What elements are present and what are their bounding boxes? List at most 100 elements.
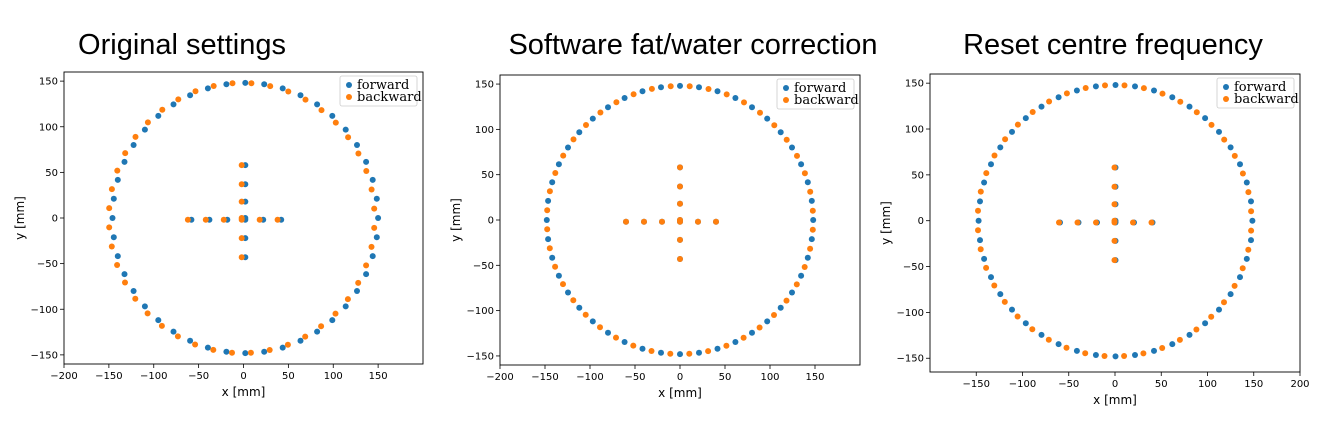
data-point (192, 341, 199, 348)
data-point (114, 253, 121, 260)
data-point (764, 115, 771, 122)
data-point (202, 216, 209, 223)
data-point (155, 112, 162, 119)
data-point (977, 188, 984, 195)
data-point (210, 83, 217, 89)
x-tick-label: 0 (677, 372, 683, 383)
data-point (373, 234, 380, 241)
data-point (229, 349, 235, 356)
data-point (1216, 306, 1222, 313)
data-point (1009, 128, 1015, 135)
y-tick-label: −50 (473, 261, 494, 272)
data-point (175, 96, 182, 103)
data-point (114, 176, 121, 183)
data-point (355, 150, 362, 157)
data-point (546, 188, 553, 195)
data-point (1216, 128, 1222, 135)
data-point (314, 101, 321, 108)
data-point (560, 152, 567, 159)
x-tick-label: 150 (805, 372, 824, 383)
data-point (170, 328, 177, 335)
data-point (1022, 115, 1029, 122)
data-point (605, 329, 611, 336)
data-point (565, 144, 571, 151)
data-point (106, 224, 113, 231)
data-point (621, 339, 628, 345)
legend-marker (783, 85, 789, 91)
data-point (560, 281, 566, 288)
data-point (256, 216, 263, 223)
data-point (369, 176, 376, 183)
data-point (809, 207, 816, 214)
data-point (546, 245, 553, 252)
data-point (204, 344, 211, 351)
data-point (605, 104, 611, 111)
data-point (363, 271, 370, 278)
data-point (807, 188, 814, 195)
data-point (1239, 265, 1246, 272)
data-point (570, 297, 577, 304)
data-point (141, 126, 148, 133)
data-point (732, 339, 739, 345)
legend-marker (783, 97, 789, 103)
data-point (545, 236, 552, 243)
data-point (1159, 90, 1166, 97)
data-point (355, 279, 362, 286)
y-tick-label: 50 (45, 168, 58, 179)
data-point (229, 80, 236, 87)
data-point (686, 350, 693, 357)
data-point (777, 129, 784, 136)
data-point (1208, 313, 1215, 320)
x-tick-label: 100 (760, 372, 779, 383)
data-point (261, 348, 268, 355)
data-point (210, 346, 217, 353)
data-point (187, 92, 194, 99)
data-point (544, 226, 551, 233)
x-tick-label: 200 (1290, 379, 1309, 390)
data-point (368, 243, 375, 250)
x-tick-label: −100 (576, 372, 603, 383)
data-point (723, 91, 730, 98)
data-point (247, 349, 254, 356)
data-point (997, 144, 1004, 151)
x-axis-label: x [mm] (1093, 393, 1137, 407)
data-point (1092, 352, 1099, 358)
data-point (630, 91, 637, 98)
data-point (1111, 257, 1118, 264)
data-point (783, 297, 790, 304)
x-tick-label: 0 (240, 371, 246, 382)
data-point (329, 317, 336, 324)
data-point (809, 226, 816, 233)
data-point (1014, 313, 1021, 320)
data-point (1038, 103, 1045, 110)
data-point (285, 88, 292, 95)
data-point (329, 112, 336, 119)
data-point (714, 345, 721, 352)
data-point (582, 311, 589, 318)
data-point (106, 205, 113, 212)
y-tick-label: −100 (467, 306, 494, 317)
data-point (639, 88, 646, 95)
y-tick-label: 100 (39, 122, 58, 133)
data-point (613, 99, 620, 106)
data-point (110, 195, 117, 202)
data-point (1193, 326, 1200, 333)
data-point (1169, 94, 1176, 101)
data-point (756, 324, 763, 331)
data-point (187, 337, 194, 344)
data-point (977, 237, 983, 244)
data-point (1001, 298, 1008, 305)
data-point (121, 158, 128, 165)
data-point (1221, 299, 1227, 306)
data-point (238, 215, 245, 221)
data-point (576, 129, 583, 136)
data-point (723, 342, 730, 349)
data-point (808, 197, 815, 204)
data-point (589, 318, 596, 325)
data-point (1038, 331, 1045, 338)
data-point (981, 179, 988, 186)
data-point (297, 92, 304, 99)
data-point (132, 295, 139, 302)
chart-panel: −150 −100 −50 0 50 100 150 200 −150 −100 −50 0 50 100… (879, 73, 1310, 407)
data-point (354, 288, 360, 294)
